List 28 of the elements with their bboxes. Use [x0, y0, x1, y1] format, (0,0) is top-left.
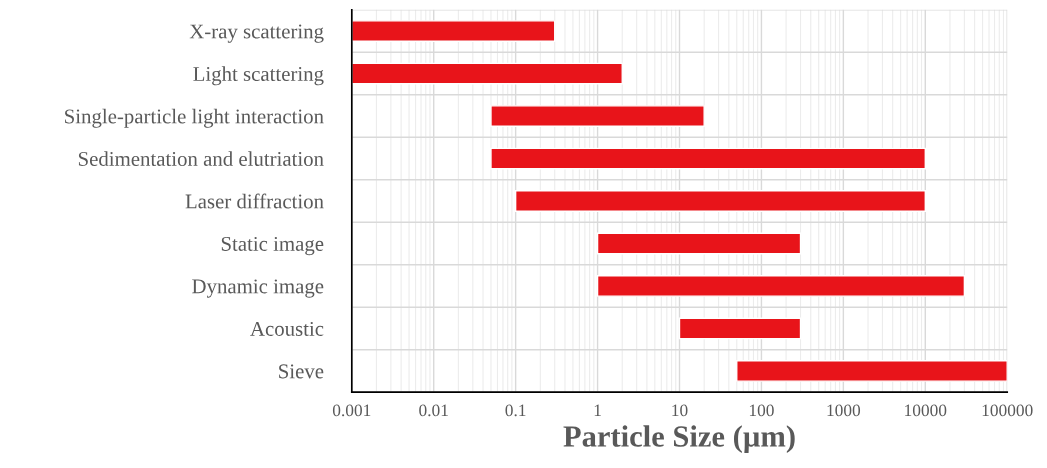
- bar: [351, 20, 556, 42]
- x-tick-label: 100000: [982, 404, 1033, 417]
- y-tick-label: Sieve: [279, 364, 324, 379]
- y-tick-label: Acoustic: [250, 321, 324, 336]
- x-tick-label: 0.1: [505, 404, 526, 417]
- y-tick-label: Static image: [221, 236, 324, 256]
- bar: [736, 360, 1008, 382]
- x-tick-label: 100: [749, 404, 774, 417]
- bar: [678, 317, 802, 340]
- bar: [490, 147, 926, 170]
- y-tick-label: Light scattering: [193, 66, 324, 86]
- bar: [596, 275, 966, 297]
- bar: [596, 232, 802, 255]
- x-tick-label: 0.001: [332, 404, 371, 417]
- y-tick-label: Dynamic image: [192, 279, 324, 298]
- x-axis-title: Particle Size (µm): [563, 425, 795, 453]
- x-tick-label: 0.01: [419, 404, 448, 417]
- x-tick-label: 1: [594, 404, 601, 417]
- y-tick-label: X-ray scattering: [189, 24, 324, 43]
- bar: [490, 105, 705, 127]
- y-tick-label: Sedimentation and elutriation: [78, 151, 324, 166]
- y-tick-label: Laser diffraction: [185, 193, 324, 209]
- bar: [351, 62, 623, 85]
- x-tick-label: 1000: [827, 404, 861, 417]
- y-tick-label: Single-particle light interaction: [65, 108, 324, 128]
- bar: [514, 190, 926, 212]
- x-tick-label: 10: [672, 404, 688, 417]
- x-tick-label: 10000: [905, 404, 947, 417]
